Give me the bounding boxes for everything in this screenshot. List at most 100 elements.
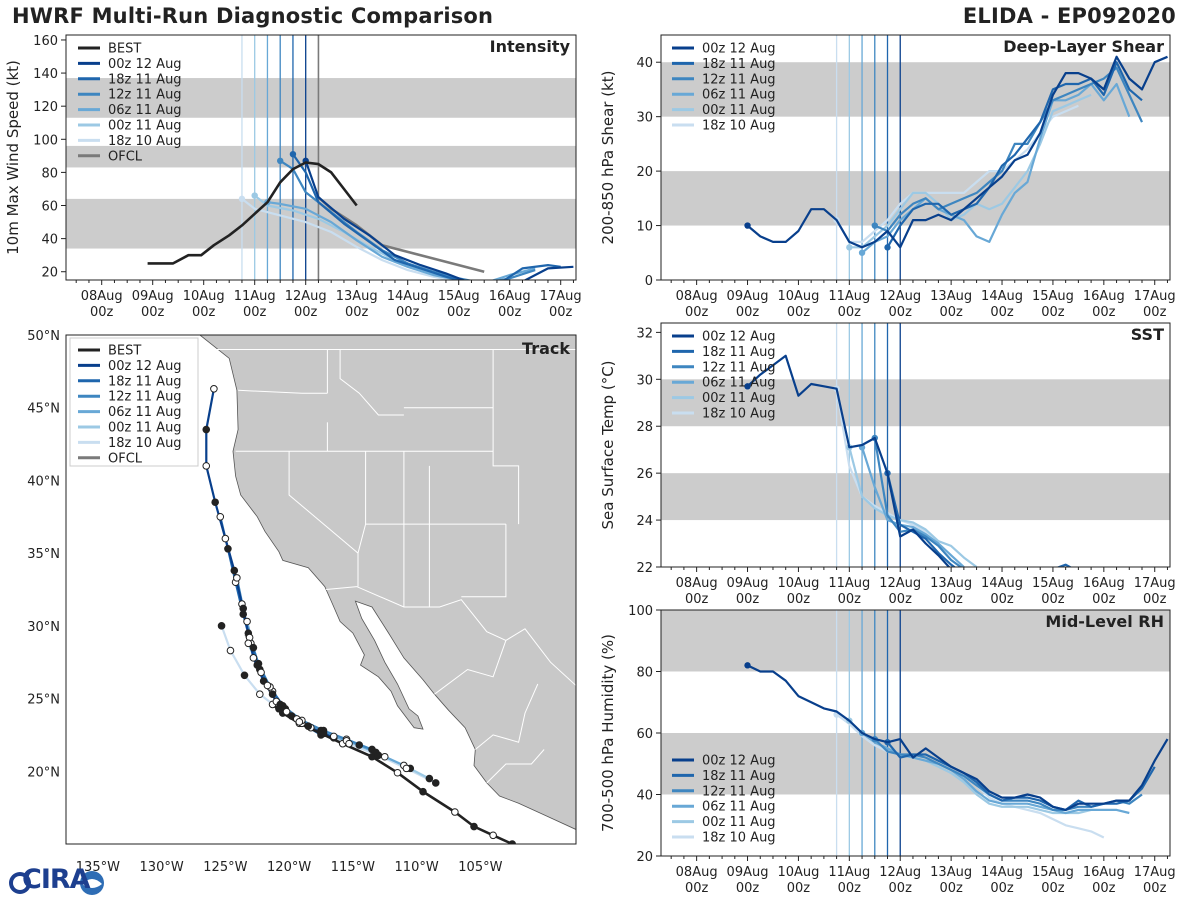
legend-label: 06z 11 Aug [108, 103, 182, 118]
x-tick-label-date: 15Aug [1032, 576, 1074, 591]
series-line [304, 160, 574, 280]
series-line [254, 194, 464, 280]
x-tick-label-date: 16Aug [1083, 865, 1125, 880]
x-tick-label-date: 15Aug [1032, 865, 1074, 880]
x-tick-label-date: 13Aug [336, 289, 378, 304]
x-tick-label-date: 11Aug [234, 289, 276, 304]
land-mass [199, 335, 576, 830]
legend-label: 12z 11 Aug [702, 784, 776, 799]
series-start-marker [744, 222, 751, 229]
legend-label: OFCL [108, 149, 143, 164]
x-tick-label-hour: 00z [939, 881, 963, 896]
legend-label: BEST [108, 344, 141, 359]
track-plot-area [66, 335, 576, 844]
legend-label: 00z 11 Aug [702, 103, 776, 118]
y-tick-label: 140 [33, 67, 58, 82]
series-line [746, 354, 951, 567]
legend-label: 18z 11 Aug [108, 72, 182, 87]
legend-label: 00z 11 Aug [702, 391, 776, 406]
track-position-marker [374, 751, 383, 760]
threshold-band [66, 78, 576, 118]
track-position-marker [216, 512, 225, 521]
track-position-marker [319, 729, 328, 738]
legend-label: 06z 11 Aug [108, 405, 182, 420]
series-start-marker [884, 244, 891, 251]
track-position-marker [419, 787, 427, 796]
lon-tick-label: 110°W [395, 860, 439, 875]
sst-panel: 22242628303208Aug00z09Aug00z10Aug00z11Au… [599, 322, 1176, 607]
shear-plot-area [661, 35, 1170, 280]
series-start-marker [289, 150, 297, 158]
legend-label: 00z 11 Aug [108, 119, 182, 134]
y-tick-label: 120 [33, 100, 58, 115]
lon-tick-label: 120°W [267, 860, 311, 875]
x-tick-label-date: 12Aug [879, 865, 921, 880]
y-tick-label: 100 [33, 133, 58, 148]
rh-plot-area [661, 610, 1170, 856]
state-border [288, 451, 359, 587]
x-tick-label-date: 09Aug [132, 289, 174, 304]
track-position-marker [217, 622, 226, 630]
track-panel: 135°W 130°W 125°W 120°W 115°W 110°W 105°W 20°N 2… [27, 329, 577, 875]
x-tick-label-date: 15Aug [438, 289, 480, 304]
track-position-marker [268, 690, 277, 699]
legend-label: 00z 12 Aug [108, 359, 182, 374]
track-position-marker [230, 566, 239, 575]
state-border [238, 389, 328, 394]
x-tick-label-date: 11Aug [828, 865, 870, 880]
series-line [861, 446, 965, 567]
lon-tick-label: 135°W [76, 860, 120, 875]
lat-tick-label: 35°N [27, 547, 60, 562]
track-position-marker [244, 639, 253, 648]
x-tick-label-date: 12Aug [879, 576, 921, 591]
series-start-marker [238, 195, 246, 203]
lat-tick-label: 50°N [27, 329, 60, 344]
x-tick-label-hour: 00z [1092, 305, 1116, 320]
state-border [474, 683, 539, 750]
series-start-marker [858, 249, 866, 256]
series-line [874, 66, 1143, 233]
x-tick-label-date: 17Aug [540, 289, 582, 304]
x-tick-label-date: 09Aug [727, 576, 769, 591]
rh-panel: 2040608010008Aug00z09Aug00z10Aug00z11Aug… [599, 604, 1176, 896]
y-tick-label: 160 [33, 34, 58, 49]
x-tick-label-date: 17Aug [1134, 289, 1176, 304]
series-start-marker [744, 662, 751, 669]
x-tick-label-date: 09Aug [727, 289, 769, 304]
x-tick-label-hour: 00z [498, 305, 522, 320]
series-start-marker [277, 157, 284, 165]
legend-label: 00z 11 Aug [108, 421, 182, 436]
x-tick-label-date: 13Aug [930, 576, 972, 591]
state-border [434, 640, 507, 695]
y-tick-label: 100 [628, 604, 653, 619]
cira-logo-text: CIRA [22, 864, 91, 895]
series-start-marker [846, 244, 853, 251]
track-position-marker [304, 722, 313, 731]
panel-title: SST [1131, 325, 1164, 344]
y-axis-label: 200-850 hPa Shear (kt) [599, 71, 617, 245]
lon-tick-label: 125°W [203, 860, 247, 875]
intensity-panel: 2040608010012014016008Aug00z09Aug00z10Au… [4, 34, 582, 320]
track-position-marker [221, 534, 230, 543]
x-tick-label-date: 14Aug [981, 289, 1023, 304]
x-tick-label-hour: 00z [939, 592, 963, 607]
y-tick-label: 40 [636, 789, 653, 804]
track-position-marker [257, 668, 265, 677]
series-line [267, 201, 536, 280]
track-position-marker [393, 768, 402, 777]
x-tick-label-hour: 00z [549, 305, 573, 320]
series-line [241, 198, 456, 280]
series-line [746, 55, 1168, 249]
series-line [747, 664, 1169, 811]
track-position-marker [256, 690, 264, 699]
x-tick-label-date: 17Aug [1134, 865, 1176, 880]
x-tick-label-date: 16Aug [1083, 289, 1125, 304]
lon-tick-label: 105°W [458, 860, 502, 875]
x-tick-label-date: 15Aug [1032, 289, 1074, 304]
track-position-marker [345, 739, 353, 748]
x-tick-label-hour: 00z [447, 305, 471, 320]
y-tick-label: 80 [41, 166, 58, 181]
y-tick-label: 20 [636, 850, 653, 865]
shear-panel: 01020304008Aug00z09Aug00z10Aug00z11Aug00… [599, 34, 1176, 320]
x-tick-label-hour: 00z [787, 305, 811, 320]
